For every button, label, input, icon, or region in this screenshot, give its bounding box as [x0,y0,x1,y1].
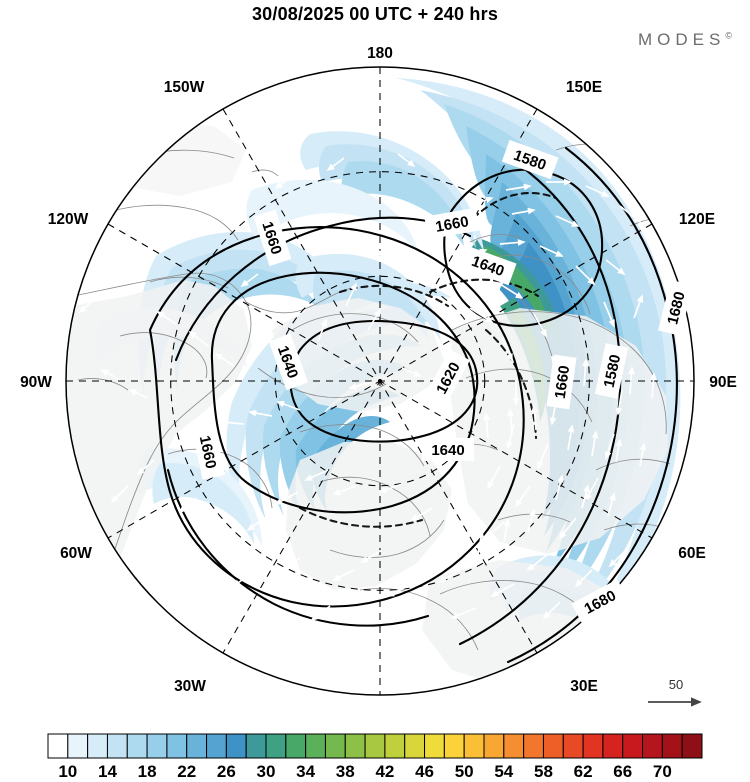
lon-label-120E: 120E [679,211,715,228]
brand-text: MODES [638,30,726,49]
lon-label-90W: 90W [20,374,52,391]
colorbar-cell [602,733,624,759]
colorbar-cell [344,733,366,759]
map-limb [65,66,695,696]
modes-logo: MODES© [638,30,732,50]
polar-map[interactable]: 180 150E 120E 90E 60E 30E 0 30W 60W 90W … [0,30,750,710]
contour-label-1660-d: 1660 [552,364,573,399]
colorbar-tick: 50 [455,762,474,781]
colorbar-cell [424,733,445,759]
longitude-labels: 180 150E 120E 90E 60E 30E 0 30W 60W 90W … [20,45,737,695]
reference-vector-label: 50 [669,677,683,692]
colorbar-tick: 58 [534,762,553,781]
contour-label-1660-c: 1660 [196,434,220,470]
lon-label-150W: 150W [164,79,205,96]
map-svg[interactable]: 180 150E 120E 90E 60E 30E 0 30W 60W 90W … [0,30,750,710]
colorbar-cell [166,733,188,759]
colorbar-cell [324,733,346,759]
colorbar-tick: 38 [336,762,355,781]
colorbar-tick: 22 [177,762,196,781]
colorbar-svg[interactable]: 10 14 18 22 26 30 34 38 42 46 50 54 58 62 66 70 [0,728,750,782]
colorbar-cell [642,733,663,759]
contour-label-1660-a: 1660 [434,213,470,236]
wind-vectors [78,147,683,622]
colorbar-cell [503,733,525,759]
colorbar-tick: 54 [494,762,513,781]
contour-label-1580-b: 1580 [601,353,625,389]
colorbar-cell [146,733,168,759]
colorbar-cell [47,733,69,759]
lon-label-30W: 30W [174,678,206,695]
reference-vector: 50 [648,677,702,707]
colorbar-cell [106,733,128,759]
contour-value-labels: 1580 1580 1620 1640 1640 1640 1660 1660 [191,139,693,624]
colorbar-tick-labels: 10 14 18 22 26 30 34 38 42 46 50 54 58 62 66 70 [58,762,671,781]
colorbar-cell [463,733,485,759]
colorbar-cell [206,733,227,759]
copyright-mark: © [725,30,732,41]
colorbar-cell [285,733,307,759]
colorbar-cell [305,733,326,759]
colorbar-cell [681,733,703,759]
colorbar-cell [87,733,108,759]
colorbar-tick: 30 [257,762,276,781]
lon-label-150E: 150E [566,79,602,96]
page-title: 30/08/2025 00 UTC + 240 hrs [251,4,499,24]
map-disk [66,67,694,695]
colorbar-cell [67,733,89,759]
colorbar-tick: 70 [653,762,672,781]
colorbar-tick: 46 [415,762,434,781]
lon-label-90E: 90E [709,374,737,391]
colorbar-tick: 10 [58,762,77,781]
colorbar-tick: 18 [138,762,157,781]
colorbar-tick: 42 [375,762,394,781]
colorbar-cell [582,733,604,759]
lon-label-120W: 120W [48,211,89,228]
colorbar-cell [622,733,644,759]
colorbar-tick: 34 [296,762,315,781]
colorbar-cell [384,733,406,759]
colorbar-cell [523,733,544,759]
colorbar-cell [265,733,287,759]
colorbar-cell [364,733,386,759]
colorbar-cell [186,733,208,759]
colorbar-cell [562,733,584,759]
colorbar[interactable]: 10 14 18 22 26 30 34 38 42 46 50 54 58 62 66 70 [0,728,750,782]
lon-label-180: 180 [367,45,393,62]
colorbar-cell [245,733,267,759]
lon-label-60W: 60W [60,545,92,562]
colorbar-cell [404,733,426,759]
colorbar-tick: 66 [613,762,632,781]
colorbar-cell [443,733,465,759]
contour-label-1640-b: 1640 [431,442,464,459]
colorbar-cell [661,733,683,759]
colorbar-tick: 26 [217,762,236,781]
lon-label-60E: 60E [678,545,706,562]
colorbar-cell [225,733,247,759]
colorbar-tick: 14 [98,762,117,781]
colorbar-tick: 62 [574,762,593,781]
colorbar-cells[interactable] [47,733,703,759]
colorbar-cell [126,733,148,759]
colorbar-cell [542,733,564,759]
colorbar-cell [483,733,505,759]
lon-label-30E: 30E [570,678,598,695]
